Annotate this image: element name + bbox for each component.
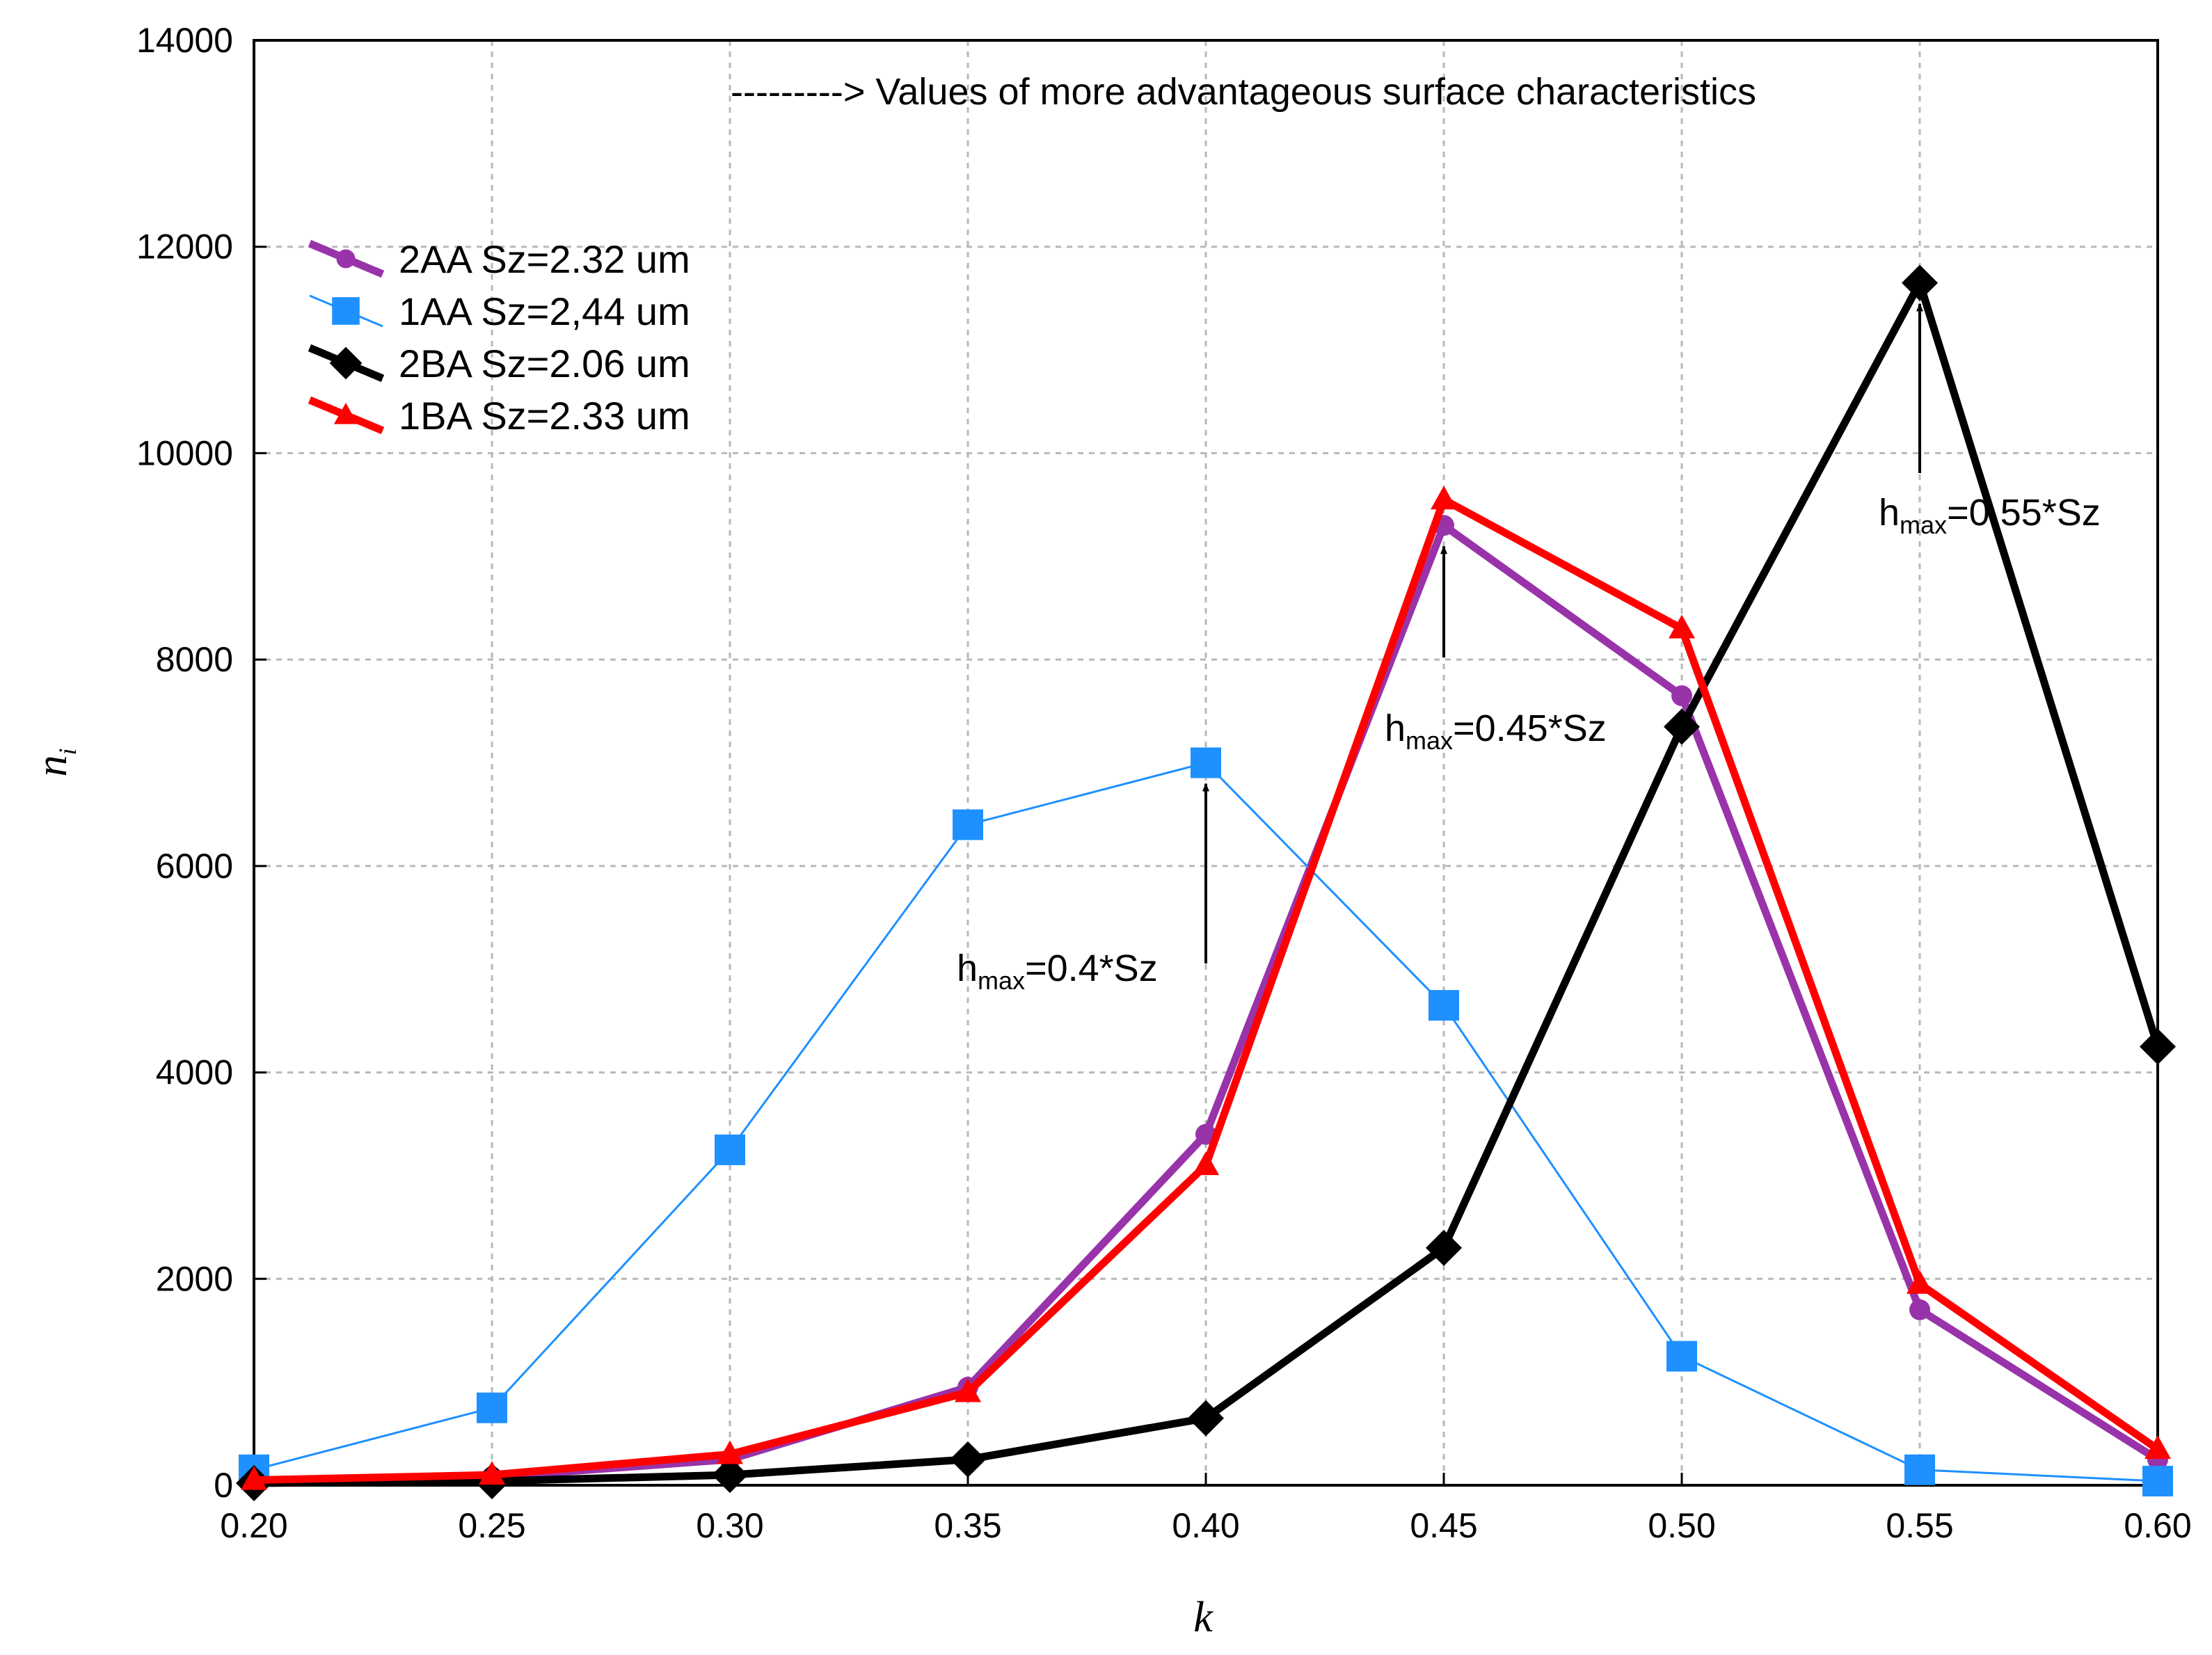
series-layer (236, 264, 2176, 1502)
data-point-1ba (1669, 614, 1695, 639)
data-point-1ba (1431, 486, 1457, 510)
data-point-2aa (1671, 685, 1692, 707)
y-tick-label: 6000 (156, 847, 233, 886)
annotation-layer: hmax=0.4*Sz hmax=0.45*Sz hmax=0.55*Sz (957, 303, 2101, 995)
series-2ba (236, 264, 2176, 1502)
legend-label: 2AA Sz=2.32 um (399, 237, 690, 281)
data-point-2ba (1426, 1229, 1462, 1266)
legend-label: 2BA Sz=2.06 um (399, 342, 690, 385)
y-tick-label: 4000 (156, 1053, 233, 1092)
data-point-2ba (950, 1441, 986, 1478)
data-point-1ba (479, 1461, 505, 1485)
data-point-1ba (955, 1378, 981, 1402)
data-point-1aa (715, 1134, 745, 1165)
data-point-2ba (1664, 708, 1700, 745)
data-point-1aa (2142, 1466, 2173, 1497)
y-tick-label: 0 (214, 1466, 233, 1505)
data-point-1ba (241, 1466, 267, 1490)
data-point-1ba (1193, 1151, 1219, 1176)
grid (254, 40, 2158, 1485)
x-axis: 0.20 0.25 0.30 0.35 0.40 0.45 0.50 0.55 0.60 (220, 1473, 2192, 1545)
series-1ba (241, 486, 2171, 1490)
data-point-2ba (1902, 264, 1938, 301)
x-tick-label: 0.50 (1648, 1506, 1715, 1545)
legend-label: 1AA Sz=2,44 um (399, 289, 690, 333)
legend-swatch-marker (333, 403, 358, 424)
data-point-1aa (1666, 1341, 1697, 1372)
x-tick-label: 0.25 (458, 1506, 525, 1545)
y-tick-label: 8000 (156, 640, 233, 679)
legend-swatch-marker (332, 297, 360, 325)
data-point-1aa (953, 809, 983, 840)
x-tick-label: 0.60 (2124, 1506, 2191, 1545)
data-point-2ba (1188, 1400, 1224, 1437)
data-point-2ba (2140, 1028, 2176, 1065)
x-tick-label: 0.45 (1410, 1506, 1477, 1545)
data-point-1aa (1191, 747, 1221, 778)
y-tick-label: 2000 (156, 1259, 233, 1298)
legend: 2AA Sz=2.32 um 1AA Sz=2,44 um 2BA Sz=2.06 … (308, 237, 690, 438)
data-point-1ba (2145, 1435, 2171, 1460)
legend-swatch-marker (336, 249, 356, 269)
peak-label: hmax=0.55*Sz (1879, 492, 2101, 539)
y-tick-label: 14000 (136, 21, 233, 60)
legend-label: 1BA Sz=2.33 um (399, 394, 690, 438)
y-tick-label: 12000 (136, 227, 233, 266)
data-point-2ba (712, 1457, 748, 1494)
x-tick-label: 0.30 (696, 1506, 763, 1545)
data-point-1ba (717, 1440, 743, 1464)
data-point-2aa (1909, 1299, 1930, 1320)
peak-label: hmax=0.45*Sz (1385, 707, 1607, 755)
legend-item-1aa: 1AA Sz=2,44 um (309, 289, 690, 333)
x-axis-label: k (1193, 1594, 1214, 1641)
data-point-1aa (477, 1392, 507, 1423)
x-tick-label: 0.55 (1886, 1506, 1953, 1545)
legend-item-2aa: 2AA Sz=2.32 um (308, 237, 690, 281)
legend-item-1ba: 1BA Sz=2.33 um (308, 394, 690, 438)
peak-label: hmax=0.4*Sz (957, 948, 1158, 995)
x-tick-label: 0.40 (1172, 1506, 1239, 1545)
data-point-1aa (1904, 1454, 1935, 1485)
data-point-1aa (1429, 990, 1459, 1021)
y-axis: 0 2000 4000 6000 8000 10000 12000 14000 (136, 21, 266, 1505)
legend-item-2ba: 2BA Sz=2.06 um (308, 342, 690, 385)
y-axis-label: ni (29, 748, 81, 776)
legend-swatch-marker (329, 346, 363, 380)
data-point-1ba (1907, 1270, 1933, 1294)
x-tick-label: 0.35 (934, 1506, 1001, 1545)
y-tick-label: 10000 (136, 433, 233, 472)
header-annotation: ---------> Values of more advantageous s… (731, 71, 1756, 113)
series-1aa (239, 747, 2173, 1497)
x-tick-label: 0.20 (220, 1506, 287, 1545)
